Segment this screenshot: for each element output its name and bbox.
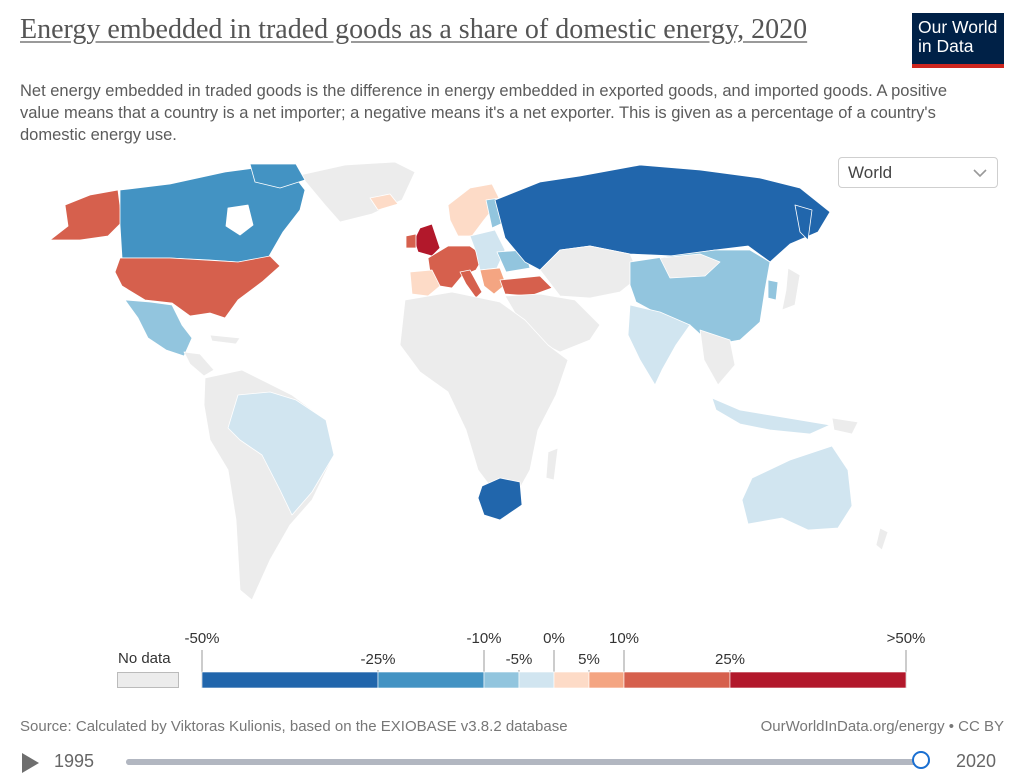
world-map[interactable] <box>0 150 1024 620</box>
region-india[interactable] <box>627 304 691 386</box>
legend-bin[interactable] <box>518 671 555 689</box>
owid-logo[interactable]: Our World in Data <box>912 13 1004 68</box>
region-mexico[interactable] <box>124 299 193 357</box>
region-new-zealand[interactable] <box>875 527 889 551</box>
legend-label: >50% <box>887 630 926 647</box>
logo-line-1: Our World <box>918 17 998 37</box>
region-japan[interactable] <box>781 267 801 311</box>
region-kamchatka[interactable] <box>794 204 813 241</box>
region-italy[interactable] <box>459 269 483 299</box>
region-iberia[interactable] <box>409 269 441 297</box>
region-alaska[interactable] <box>49 189 123 241</box>
region-korea[interactable] <box>767 279 779 301</box>
timeline-start-year: 1995 <box>54 751 95 771</box>
region-greenland[interactable] <box>299 161 416 223</box>
region-iceland[interactable] <box>369 193 399 211</box>
region-australia[interactable] <box>741 445 853 531</box>
region-png[interactable] <box>831 417 859 435</box>
legend-label: -5% <box>506 651 533 668</box>
color-legend: -50% -10% 0% 10% >50% -25% -5% 5% 25% <box>184 630 926 689</box>
region-madagascar[interactable] <box>545 447 559 481</box>
region-turkey[interactable] <box>499 275 553 297</box>
legend-bin[interactable] <box>623 671 731 689</box>
region-united-kingdom[interactable] <box>413 223 441 257</box>
chart-title: Energy embedded in traded goods as a sha… <box>20 14 808 45</box>
hudson-bay <box>225 204 254 236</box>
region-arctic-islands[interactable] <box>249 163 306 189</box>
region-central-america[interactable] <box>183 351 215 377</box>
legend-label: -10% <box>466 630 501 647</box>
region-united-states[interactable] <box>114 255 281 319</box>
region-balkans[interactable] <box>479 267 507 295</box>
play-icon[interactable] <box>20 752 40 774</box>
legend-label: -50% <box>184 630 219 647</box>
legend-bin[interactable] <box>201 671 379 689</box>
region-mongolia[interactable] <box>659 253 721 279</box>
legend-label: 0% <box>543 630 565 647</box>
legend-bin[interactable] <box>553 671 590 689</box>
credit-link[interactable]: OurWorldInData.org/energy • CC BY <box>760 718 1004 735</box>
logo-line-2: in Data <box>918 36 974 56</box>
chevron-down-icon <box>973 169 987 178</box>
source-note[interactable]: Source: Calculated by Viktoras Kulionis,… <box>20 718 568 735</box>
timeline-handle[interactable] <box>912 751 930 769</box>
legend-label: -25% <box>360 651 395 668</box>
region-indonesia[interactable] <box>711 397 831 435</box>
legend-label: 5% <box>578 651 600 668</box>
entity-selector-value: World <box>848 163 893 182</box>
region-southeast-asia[interactable] <box>699 329 736 386</box>
timeline-progress <box>126 759 930 765</box>
region-scandinavia[interactable] <box>447 183 501 237</box>
region-south-africa[interactable] <box>477 477 523 521</box>
timeline-slider[interactable] <box>126 759 930 765</box>
legend-bin[interactable] <box>588 671 625 689</box>
legend-label: 10% <box>609 630 639 647</box>
legend-no-data-label: No data <box>118 650 171 667</box>
region-china[interactable] <box>629 249 771 346</box>
entity-selector[interactable]: World <box>838 157 998 188</box>
region-ireland[interactable] <box>405 233 417 249</box>
timeline-end-year: 2020 <box>956 751 997 771</box>
legend-bin[interactable] <box>377 671 485 689</box>
region-russia[interactable] <box>494 164 831 271</box>
chart-subtitle: Net energy embedded in traded goods is t… <box>20 82 948 144</box>
legend-bin[interactable] <box>729 671 907 689</box>
legend-no-data-swatch[interactable] <box>117 672 179 688</box>
region-caribbean[interactable] <box>209 334 241 345</box>
legend-bin[interactable] <box>483 671 520 689</box>
legend-label: 25% <box>715 651 745 668</box>
region-brazil[interactable] <box>227 391 335 516</box>
region-africa[interactable] <box>399 291 569 495</box>
